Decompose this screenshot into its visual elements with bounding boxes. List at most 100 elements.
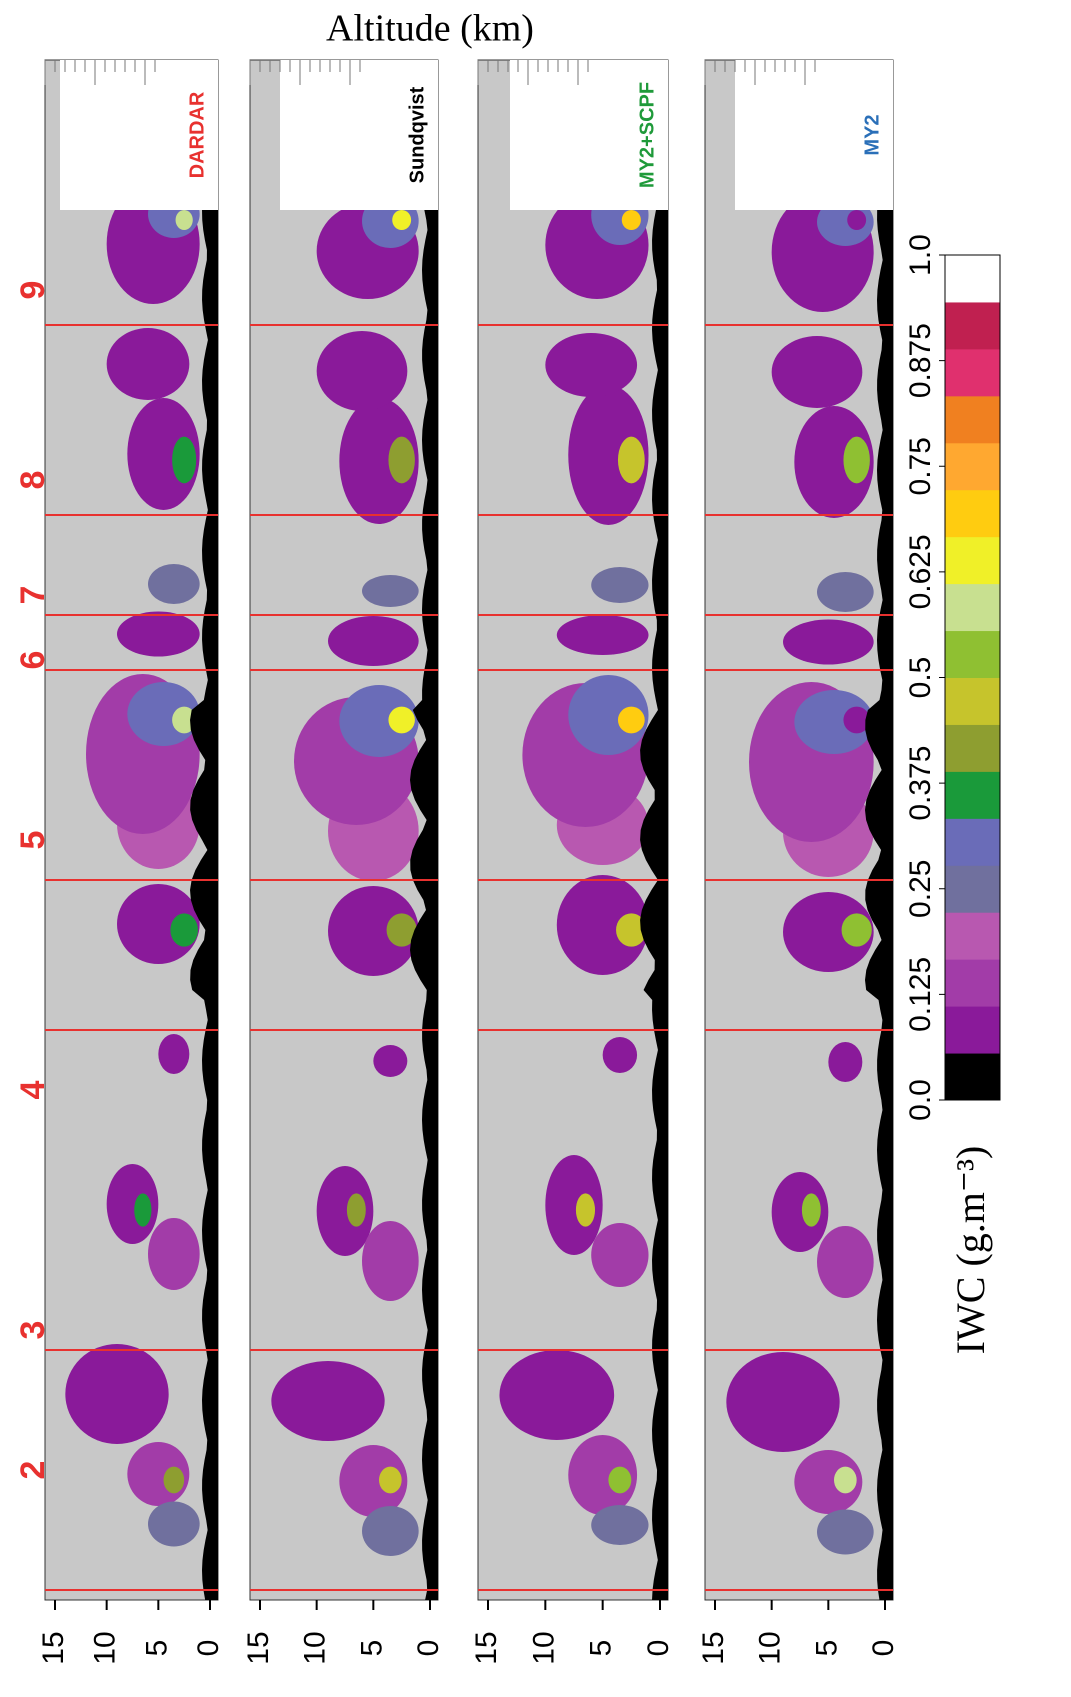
cloud-core — [834, 1466, 857, 1494]
cloud — [726, 1352, 840, 1452]
colorbar-bin — [945, 255, 1000, 303]
cloud-core — [170, 913, 198, 947]
colorbar-tick-label: 0.25 — [904, 860, 937, 918]
cloud — [794, 406, 874, 518]
cloud-core — [134, 1193, 152, 1227]
label-box — [510, 60, 668, 210]
cloud — [316, 331, 408, 411]
colorbar-bin — [945, 583, 1000, 632]
cloud-core — [379, 1466, 402, 1494]
colorbar-tick-label: 0.5 — [904, 657, 937, 699]
cloud — [158, 1034, 190, 1074]
cloud — [794, 690, 874, 754]
cloud — [106, 328, 190, 400]
cloud-core — [346, 1193, 366, 1227]
colorbar-tick-label: 0.0 — [904, 1079, 937, 1121]
segment-label: 8 — [14, 471, 52, 490]
cloud-core — [175, 210, 193, 230]
cloud — [271, 1361, 385, 1441]
cloud-core — [575, 1193, 596, 1227]
colorbar-bin — [945, 630, 1000, 678]
colorbar-bin — [945, 442, 1000, 491]
ground — [865, 60, 893, 1600]
label-box — [280, 60, 438, 210]
y-tick-label: 15 — [242, 1631, 275, 1664]
cloud — [148, 1218, 200, 1290]
cloud — [362, 1506, 419, 1556]
cloud — [339, 398, 419, 524]
colorbar-bin — [945, 1006, 1000, 1054]
colorbar-bin — [945, 489, 1000, 538]
y-tick-label: 5 — [140, 1640, 173, 1657]
cloud — [328, 886, 419, 976]
cloud — [362, 575, 419, 607]
segment-label: 5 — [14, 831, 52, 850]
cloud — [545, 1155, 603, 1255]
colorbar-bin — [945, 771, 1000, 819]
colorbar-tick-label: 0.125 — [904, 957, 937, 1032]
y-tick-label: 0 — [412, 1640, 445, 1657]
cloud-core — [847, 210, 867, 230]
cloud-core — [617, 436, 645, 484]
cloud-core — [843, 706, 870, 734]
ground — [640, 60, 668, 1600]
colorbar-tick-label: 0.625 — [904, 534, 937, 609]
y-tick-label: 5 — [355, 1640, 388, 1657]
cloud — [828, 1042, 863, 1082]
cloud — [556, 875, 649, 975]
cloud-core — [386, 913, 417, 947]
cloud — [362, 1221, 419, 1301]
cloud-core — [616, 913, 647, 947]
cloud — [568, 1435, 638, 1515]
segment-label: 4 — [14, 1080, 52, 1099]
cloud-core — [388, 706, 415, 734]
colorbar-tick-label: 1.0 — [904, 234, 937, 276]
y-tick-label: 5 — [585, 1640, 618, 1657]
cloud — [339, 685, 419, 757]
panel-label: MY2 — [861, 114, 883, 155]
y-tick-label: 0 — [867, 1640, 900, 1657]
cloud — [316, 1166, 374, 1256]
figure-title: Altitude (km) — [326, 8, 534, 50]
y-tick-label: 0 — [192, 1640, 225, 1657]
cloud-core — [172, 436, 197, 484]
cloud-core — [163, 1466, 185, 1494]
cloud — [65, 1344, 169, 1444]
colorbar-tick-label: 0.875 — [904, 323, 937, 398]
segment-label: 9 — [14, 281, 52, 300]
cloud — [783, 892, 874, 972]
cloud-core — [617, 706, 645, 734]
colorbar-tick-label: 0.375 — [904, 746, 937, 821]
colorbar-bin — [945, 959, 1000, 1007]
colorbar-bin — [945, 724, 1000, 772]
ground — [190, 60, 218, 1600]
cloud — [783, 619, 874, 665]
cloud — [373, 1045, 408, 1077]
y-tick-label: 10 — [299, 1631, 332, 1664]
cloud — [328, 616, 419, 666]
panel-label: DARDAR — [186, 91, 208, 178]
cloud — [591, 1505, 649, 1545]
segment-label: 7 — [14, 586, 52, 605]
colorbar-bin — [945, 677, 1000, 725]
y-tick-label: 10 — [89, 1631, 122, 1664]
cloud — [794, 1450, 863, 1514]
y-tick-label: 10 — [754, 1631, 787, 1664]
y-tick-label: 15 — [697, 1631, 730, 1664]
y-tick-label: 15 — [37, 1631, 70, 1664]
cloud — [499, 1350, 615, 1440]
y-tick-label: 10 — [527, 1631, 560, 1664]
label-box — [60, 60, 218, 210]
cloud-core — [388, 436, 415, 484]
label-box — [735, 60, 893, 210]
colorbar-bin — [945, 1053, 1000, 1101]
segment-label: 2 — [14, 1461, 52, 1480]
cloud — [568, 675, 649, 755]
cloud — [148, 1501, 200, 1547]
colorbar-bin — [945, 395, 1000, 444]
panel-label: MY2+SCPF — [636, 82, 658, 188]
cloud — [602, 1037, 638, 1073]
y-tick-label: 15 — [470, 1631, 503, 1664]
cloud — [771, 1172, 829, 1252]
cloud — [771, 336, 863, 408]
